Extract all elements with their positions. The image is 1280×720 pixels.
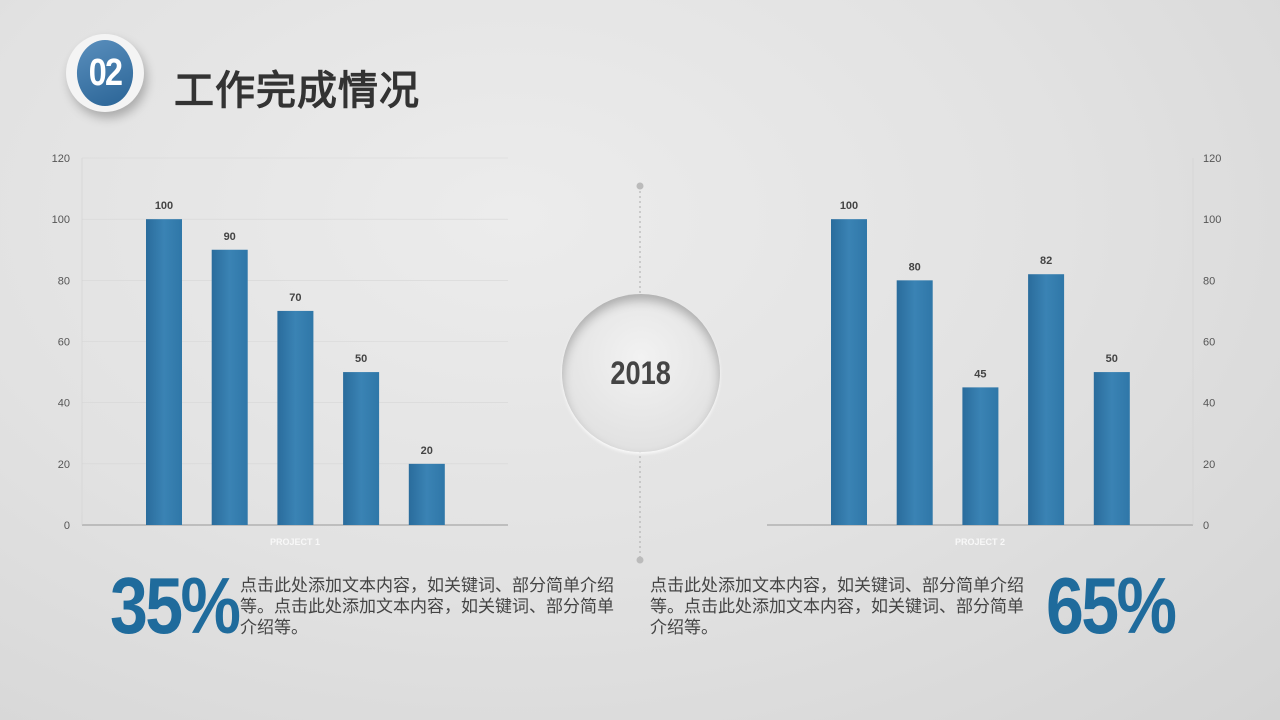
divider-dot-bottom: [636, 556, 644, 564]
y-tick-label: 120: [52, 153, 70, 165]
stat-text-right: 点击此处添加文本内容，如关键词、部分简单介绍等。点击此处添加文本内容，如关键词、…: [650, 576, 1024, 638]
page-title: 工作完成情况: [174, 68, 420, 114]
y-tick-label: 80: [58, 275, 70, 287]
bar: [343, 372, 380, 525]
data-label: 82: [1040, 255, 1052, 267]
year-circle: 2018: [562, 294, 720, 452]
bar: [1028, 274, 1065, 525]
bar: [962, 387, 999, 525]
y-tick-label: 100: [1203, 214, 1221, 226]
badge-text: 02: [88, 51, 123, 94]
bar: [408, 463, 445, 525]
data-label: 100: [840, 200, 858, 212]
stat-value-left: 35%: [110, 561, 241, 650]
y-tick-label: 0: [64, 520, 70, 532]
divider-dot-top: [636, 182, 644, 190]
y-tick-label: 80: [1203, 275, 1215, 287]
x-axis-label: PROJECT 2: [955, 537, 1005, 547]
y-tick-label: 120: [1203, 153, 1221, 165]
data-label: 50: [1106, 353, 1118, 365]
y-tick-label: 20: [1203, 459, 1215, 471]
bar: [831, 219, 867, 525]
data-label: 90: [224, 231, 236, 243]
stat-value-right: 65%: [1046, 561, 1177, 650]
y-tick-label: 40: [1203, 398, 1215, 410]
bar: [211, 249, 248, 525]
bar: [146, 219, 182, 525]
y-tick-label: 100: [52, 214, 70, 226]
data-label: 50: [355, 353, 367, 365]
data-label: 70: [289, 292, 301, 304]
badge-number: 02: [76, 40, 134, 106]
y-tick-label: 0: [1203, 520, 1209, 532]
y-tick-label: 60: [1203, 337, 1215, 349]
year-label: 2018: [610, 354, 672, 391]
data-label: 100: [155, 200, 173, 212]
x-axis-label: PROJECT 1: [270, 537, 320, 547]
y-tick-label: 40: [58, 398, 70, 410]
stat-text-left: 点击此处添加文本内容，如关键词、部分简单介绍等。点击此处添加文本内容，如关键词、…: [240, 576, 614, 638]
section-number-badge: 02: [66, 34, 144, 112]
data-label: 45: [974, 368, 986, 380]
y-tick-label: 20: [58, 459, 70, 471]
bar: [1093, 372, 1130, 525]
data-label: 20: [421, 445, 433, 457]
y-tick-label: 60: [58, 337, 70, 349]
data-label: 80: [909, 261, 921, 273]
bar: [896, 280, 933, 525]
bar: [277, 310, 314, 525]
